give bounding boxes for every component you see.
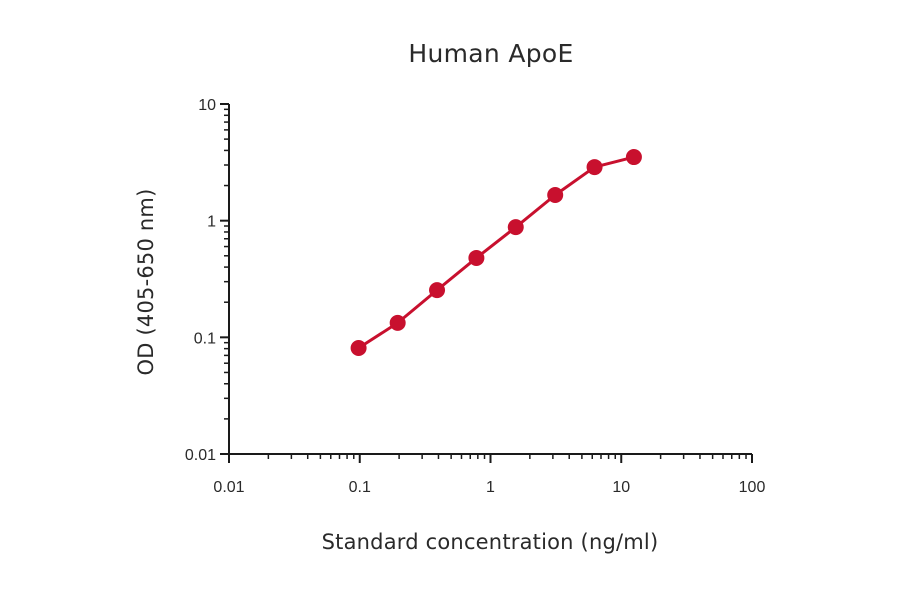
data-point-marker [389,314,406,331]
x-tick-label: 0.01 [213,479,244,496]
data-point-marker [507,219,524,236]
y-tick-label: 1 [207,214,216,231]
series-line [357,155,635,350]
x-axis-label: Standard concentration (ng/ml) [321,530,659,554]
data-point-marker [547,186,564,203]
y-tick-label: 0.01 [185,447,216,464]
axes: 0.01 0.1 1 10 100 0.01 0.1 1 10 [185,97,766,496]
data-point-marker [625,149,642,166]
x-tick-label: 1 [486,479,495,496]
y-axis-label: OD (405-650 nm) [134,188,158,376]
x-tick-label: 100 [739,479,766,496]
data-series [350,149,642,357]
data-point-marker [586,159,603,176]
y-tick-label: 0.1 [194,330,216,347]
data-point-marker [468,249,485,266]
x-tick-label: 0.1 [349,479,371,496]
chart-title: Human ApoE [408,39,574,68]
x-tick-label: 10 [612,479,630,496]
y-tick-label: 10 [198,97,216,114]
data-point-marker [350,340,367,357]
data-point-marker [429,282,446,299]
